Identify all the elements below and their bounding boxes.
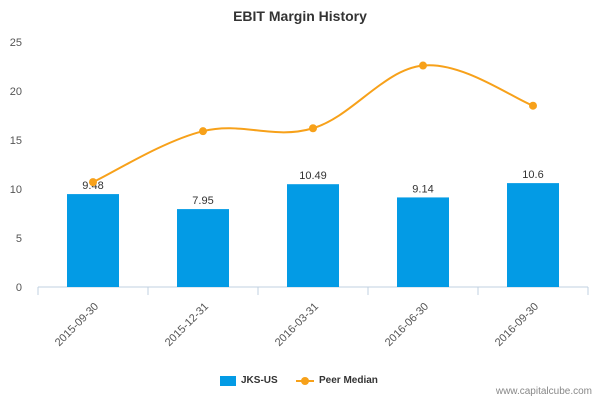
y-tick-label: 10 — [10, 184, 22, 196]
y-tick-label: 15 — [10, 135, 22, 147]
bar-jks-us — [287, 184, 339, 287]
y-tick-label: 20 — [10, 86, 22, 98]
bar-jks-us — [397, 197, 449, 287]
x-tick-label: 2015-12-31 — [163, 301, 211, 349]
chart-legend: JKS-US Peer Median — [0, 375, 600, 389]
peer-median-point — [529, 101, 537, 110]
y-tick-label: 0 — [16, 282, 22, 294]
x-tick-label: 2015-09-30 — [53, 301, 101, 349]
peer-median-point — [309, 124, 317, 133]
peer-median-point — [89, 178, 97, 187]
x-tick-label: 2016-09-30 — [493, 301, 541, 349]
legend-swatch-bar — [220, 375, 236, 386]
legend-label-peer-median: Peer Median — [319, 375, 378, 386]
bar-data-label: 10.49 — [299, 170, 327, 182]
watermark: www.capitalcube.com — [495, 386, 592, 397]
y-tick-label: 5 — [16, 233, 22, 245]
peer-median-point — [419, 61, 427, 70]
legend-item-jks-us[interactable]: JKS-US — [220, 375, 278, 386]
bar-data-label: 7.95 — [192, 195, 213, 207]
legend-item-peer-median[interactable]: Peer Median — [296, 375, 378, 386]
legend-swatch-line — [296, 376, 314, 386]
x-tick-label: 2016-06-30 — [383, 301, 431, 349]
chart-title: EBIT Margin History — [233, 8, 367, 24]
ebit-margin-chart: 05101520259.487.9510.499.1410.62015-09-3… — [10, 37, 589, 349]
bar-jks-us — [67, 194, 119, 287]
bar-data-label: 9.14 — [412, 183, 433, 195]
x-tick-label: 2016-03-31 — [273, 301, 321, 349]
peer-median-point — [199, 127, 207, 136]
bar-data-label: 10.6 — [522, 169, 543, 181]
bar-jks-us — [177, 209, 229, 287]
legend-label-jks-us: JKS-US — [241, 375, 278, 386]
y-tick-label: 25 — [10, 37, 22, 49]
peer-median-line — [92, 64, 534, 184]
bar-jks-us — [507, 183, 559, 287]
